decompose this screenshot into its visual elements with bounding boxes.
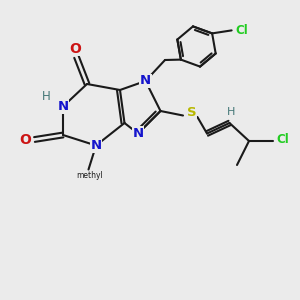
Text: Cl: Cl bbox=[236, 24, 248, 37]
Text: N: N bbox=[90, 139, 102, 152]
Text: N: N bbox=[57, 100, 69, 113]
Text: N: N bbox=[140, 74, 151, 88]
Text: Cl: Cl bbox=[276, 133, 289, 146]
Text: O: O bbox=[69, 42, 81, 56]
Text: methyl: methyl bbox=[76, 171, 103, 180]
Text: N: N bbox=[132, 127, 144, 140]
Text: O: O bbox=[19, 133, 31, 146]
Text: S: S bbox=[187, 106, 197, 119]
Text: H: H bbox=[227, 106, 235, 117]
Text: H: H bbox=[42, 89, 51, 103]
